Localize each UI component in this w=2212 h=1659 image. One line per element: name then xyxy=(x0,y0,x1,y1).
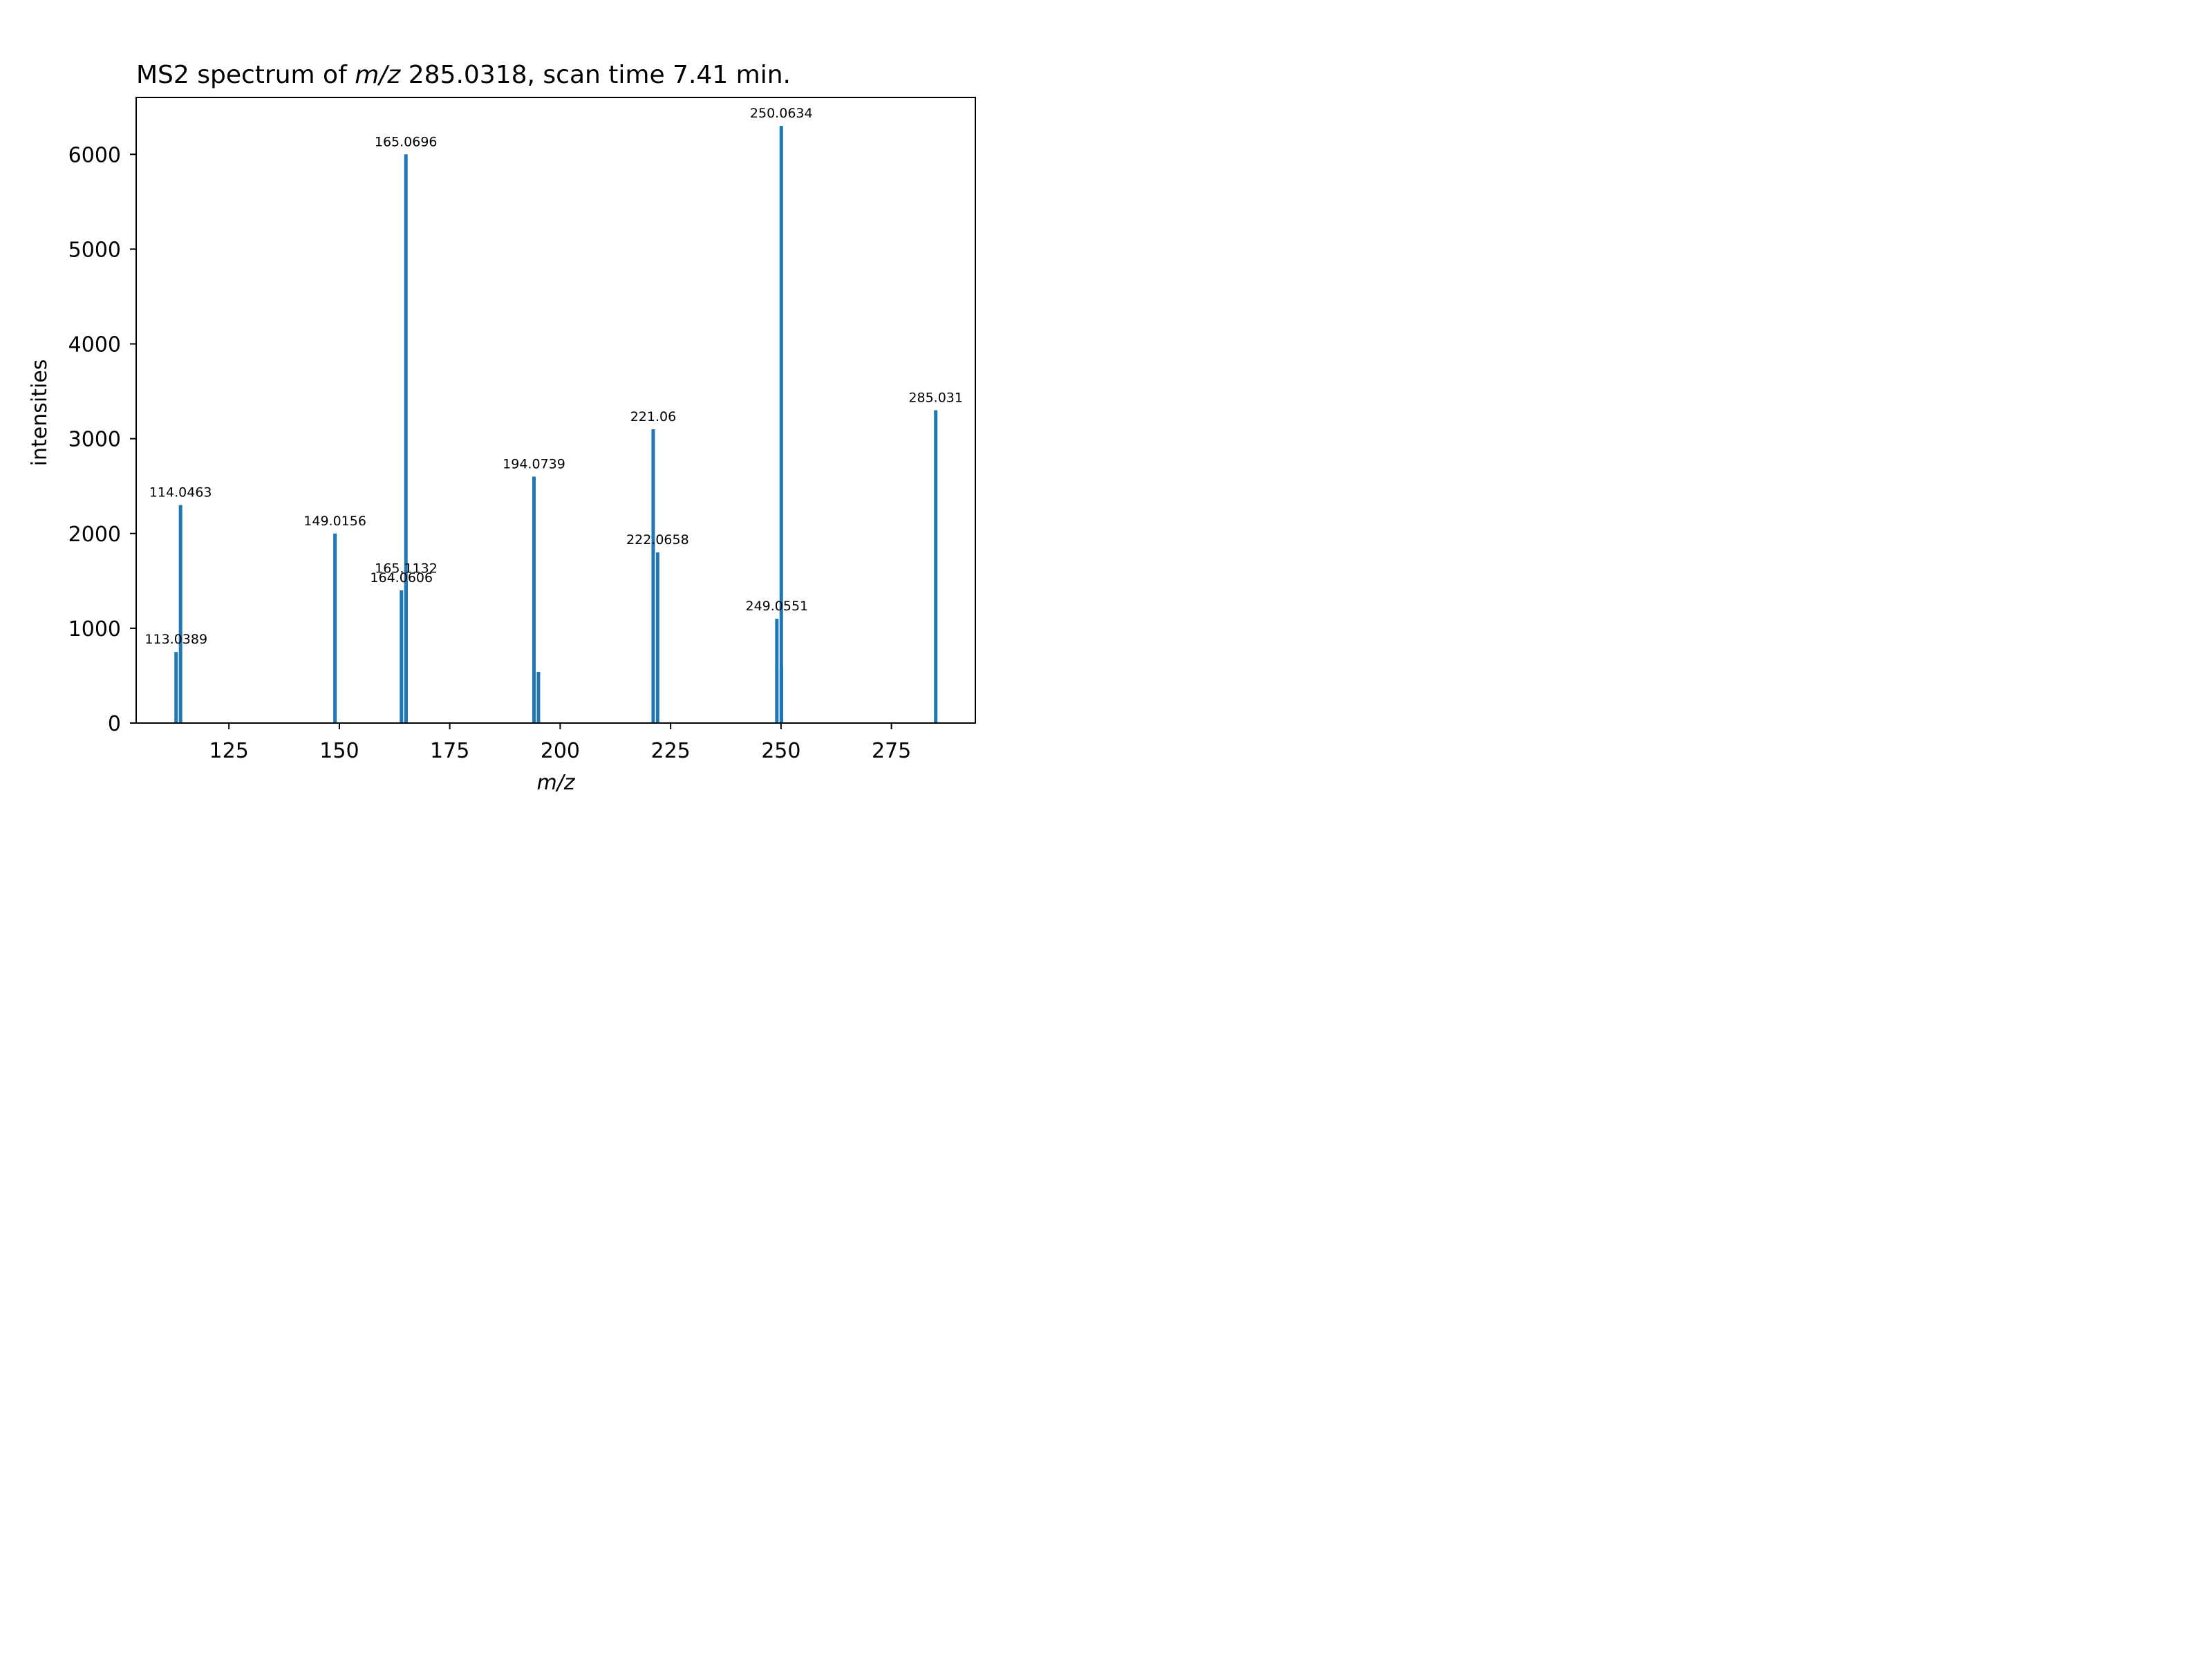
x-tick-label: 125 xyxy=(209,739,249,763)
x-axis-label: m/z xyxy=(536,771,575,795)
peak-label: 194.0739 xyxy=(503,456,565,471)
peak-label: 114.0463 xyxy=(149,485,212,500)
peak-bar xyxy=(779,666,783,723)
bar-series xyxy=(174,126,938,723)
peak-label: 165.0696 xyxy=(375,134,438,149)
y-axis-label: intensities xyxy=(28,359,52,467)
peak-bar xyxy=(404,581,408,723)
x-tick-label: 150 xyxy=(319,739,359,763)
chart-title-prefix: MS2 spectrum of xyxy=(136,61,355,89)
y-tick-label: 6000 xyxy=(68,143,121,167)
peak-bar xyxy=(174,652,178,723)
peak-bar xyxy=(404,154,408,723)
y-tick-label: 3000 xyxy=(68,428,121,452)
peak-bar xyxy=(532,476,536,723)
x-tick-label: 250 xyxy=(761,739,800,763)
peak-bar xyxy=(400,590,404,723)
peak-bar xyxy=(651,429,655,723)
peak-label: 249.0551 xyxy=(745,599,808,614)
peak-label: 149.0156 xyxy=(303,514,366,529)
x-tick-label: 175 xyxy=(430,739,469,763)
peak-bar xyxy=(779,126,783,723)
y-axis-ticks: 0 1000 2000 3000 4000 5000 6000 xyxy=(68,143,136,736)
y-tick-label: 2000 xyxy=(68,523,121,547)
peak-label: 285.031 xyxy=(908,391,963,406)
peak-label: 113.0389 xyxy=(144,632,207,647)
peak-bar xyxy=(934,410,938,723)
ms2-spectrum-chart: MS2 spectrum of m/z 285.0318, scan time … xyxy=(28,61,976,795)
chart-title-var: m/z xyxy=(355,61,401,89)
x-tick-label: 200 xyxy=(541,739,580,763)
x-tick-label: 225 xyxy=(650,739,690,763)
peak-label: 165.1132 xyxy=(375,561,438,576)
peak-bar xyxy=(655,552,659,723)
peak-bar xyxy=(775,619,779,723)
x-axis-ticks: 125 150 175 200 225 250 275 xyxy=(209,723,911,763)
y-tick-label: 5000 xyxy=(68,238,121,262)
chart-title-suffix: 285.0318, scan time 7.41 min. xyxy=(400,61,791,89)
peak-label: 221.06 xyxy=(630,409,676,424)
x-tick-label: 275 xyxy=(872,739,911,763)
peak-labels: 113.0389 114.0463 149.0156 164.0606 165.0696… xyxy=(144,106,963,647)
peak-label: 250.0634 xyxy=(750,106,813,121)
plot-frame xyxy=(135,97,976,724)
peak-bar xyxy=(333,533,337,723)
peak-label: 222.0658 xyxy=(626,532,689,547)
y-tick-label: 0 xyxy=(108,712,121,736)
peak-bar xyxy=(536,671,541,723)
y-tick-label: 4000 xyxy=(68,333,121,357)
y-tick-label: 1000 xyxy=(68,617,121,641)
chart-title: MS2 spectrum of m/z 285.0318, scan time … xyxy=(136,61,791,89)
peak-bar xyxy=(178,505,182,723)
peak-label: 164.0606 xyxy=(370,570,433,585)
